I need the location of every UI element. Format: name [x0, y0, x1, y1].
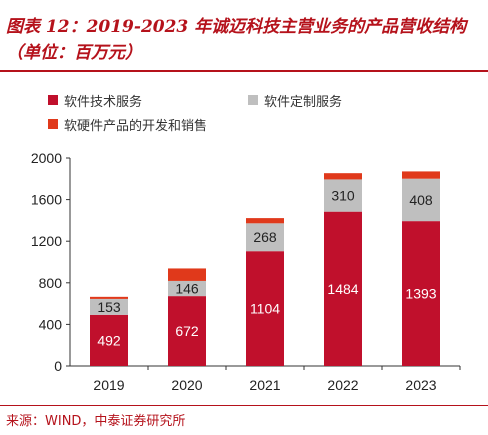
y-tick-label: 1600 [31, 192, 62, 208]
bar-chart: 0 400 800 1200 1600 2000 2019 492 153 2020 672 146 2… [31, 150, 461, 393]
y-tick-label: 1200 [31, 233, 62, 249]
bar-segment [246, 251, 284, 366]
x-tick-label: 2019 [93, 377, 124, 393]
bar-segment [246, 218, 284, 224]
title-divider [0, 70, 488, 72]
bar-segment [324, 179, 362, 212]
y-tick-label: 800 [39, 275, 63, 291]
source-note: 来源：WIND，中泰证券研究所 [6, 414, 186, 429]
bar-segment [402, 171, 440, 179]
legend-swatch-series-1 [48, 95, 58, 105]
y-tick-label: 2000 [31, 150, 62, 166]
legend-label-series-1: 软件技术服务 [64, 95, 143, 110]
data-label: 672 [175, 323, 199, 339]
y-tick-label: 0 [54, 358, 62, 374]
bar-segment [168, 296, 206, 366]
bar-segment [402, 178, 440, 222]
data-label: 310 [331, 188, 355, 204]
legend-label-series-2: 软件定制服务 [264, 95, 343, 110]
data-label: 1484 [327, 281, 358, 297]
x-tick-label: 2021 [249, 377, 280, 393]
legend-label-series-3: 软硬件产品的开发和销售 [64, 119, 208, 134]
bar-segment [402, 221, 440, 366]
bar-segment [324, 211, 362, 366]
bar-segment [90, 298, 128, 315]
bar-segment [90, 296, 128, 299]
y-tick-label: 400 [39, 316, 63, 332]
bar-segment [168, 268, 206, 281]
bar-segment [324, 173, 362, 180]
bar-segment [246, 223, 284, 252]
data-label: 1393 [405, 286, 436, 302]
chart-title: 图表 12：2019-2023 年诚迈科技主营业务的产品营收结构（单位：百万元） [6, 17, 467, 63]
bar-segment [90, 314, 128, 366]
data-label: 1104 [250, 301, 280, 317]
source-divider [0, 405, 488, 406]
x-tick-label: 2023 [405, 377, 436, 393]
data-label: 146 [175, 281, 199, 297]
data-label: 492 [97, 332, 121, 348]
bar-segment [168, 280, 206, 297]
x-tick-label: 2022 [327, 377, 358, 393]
legend-swatch-series-2 [248, 95, 258, 105]
x-tick-label: 2020 [171, 377, 202, 393]
data-label: 408 [409, 192, 433, 208]
data-label: 153 [97, 299, 121, 315]
data-label: 268 [253, 229, 277, 245]
legend-swatch-series-3 [48, 119, 58, 129]
